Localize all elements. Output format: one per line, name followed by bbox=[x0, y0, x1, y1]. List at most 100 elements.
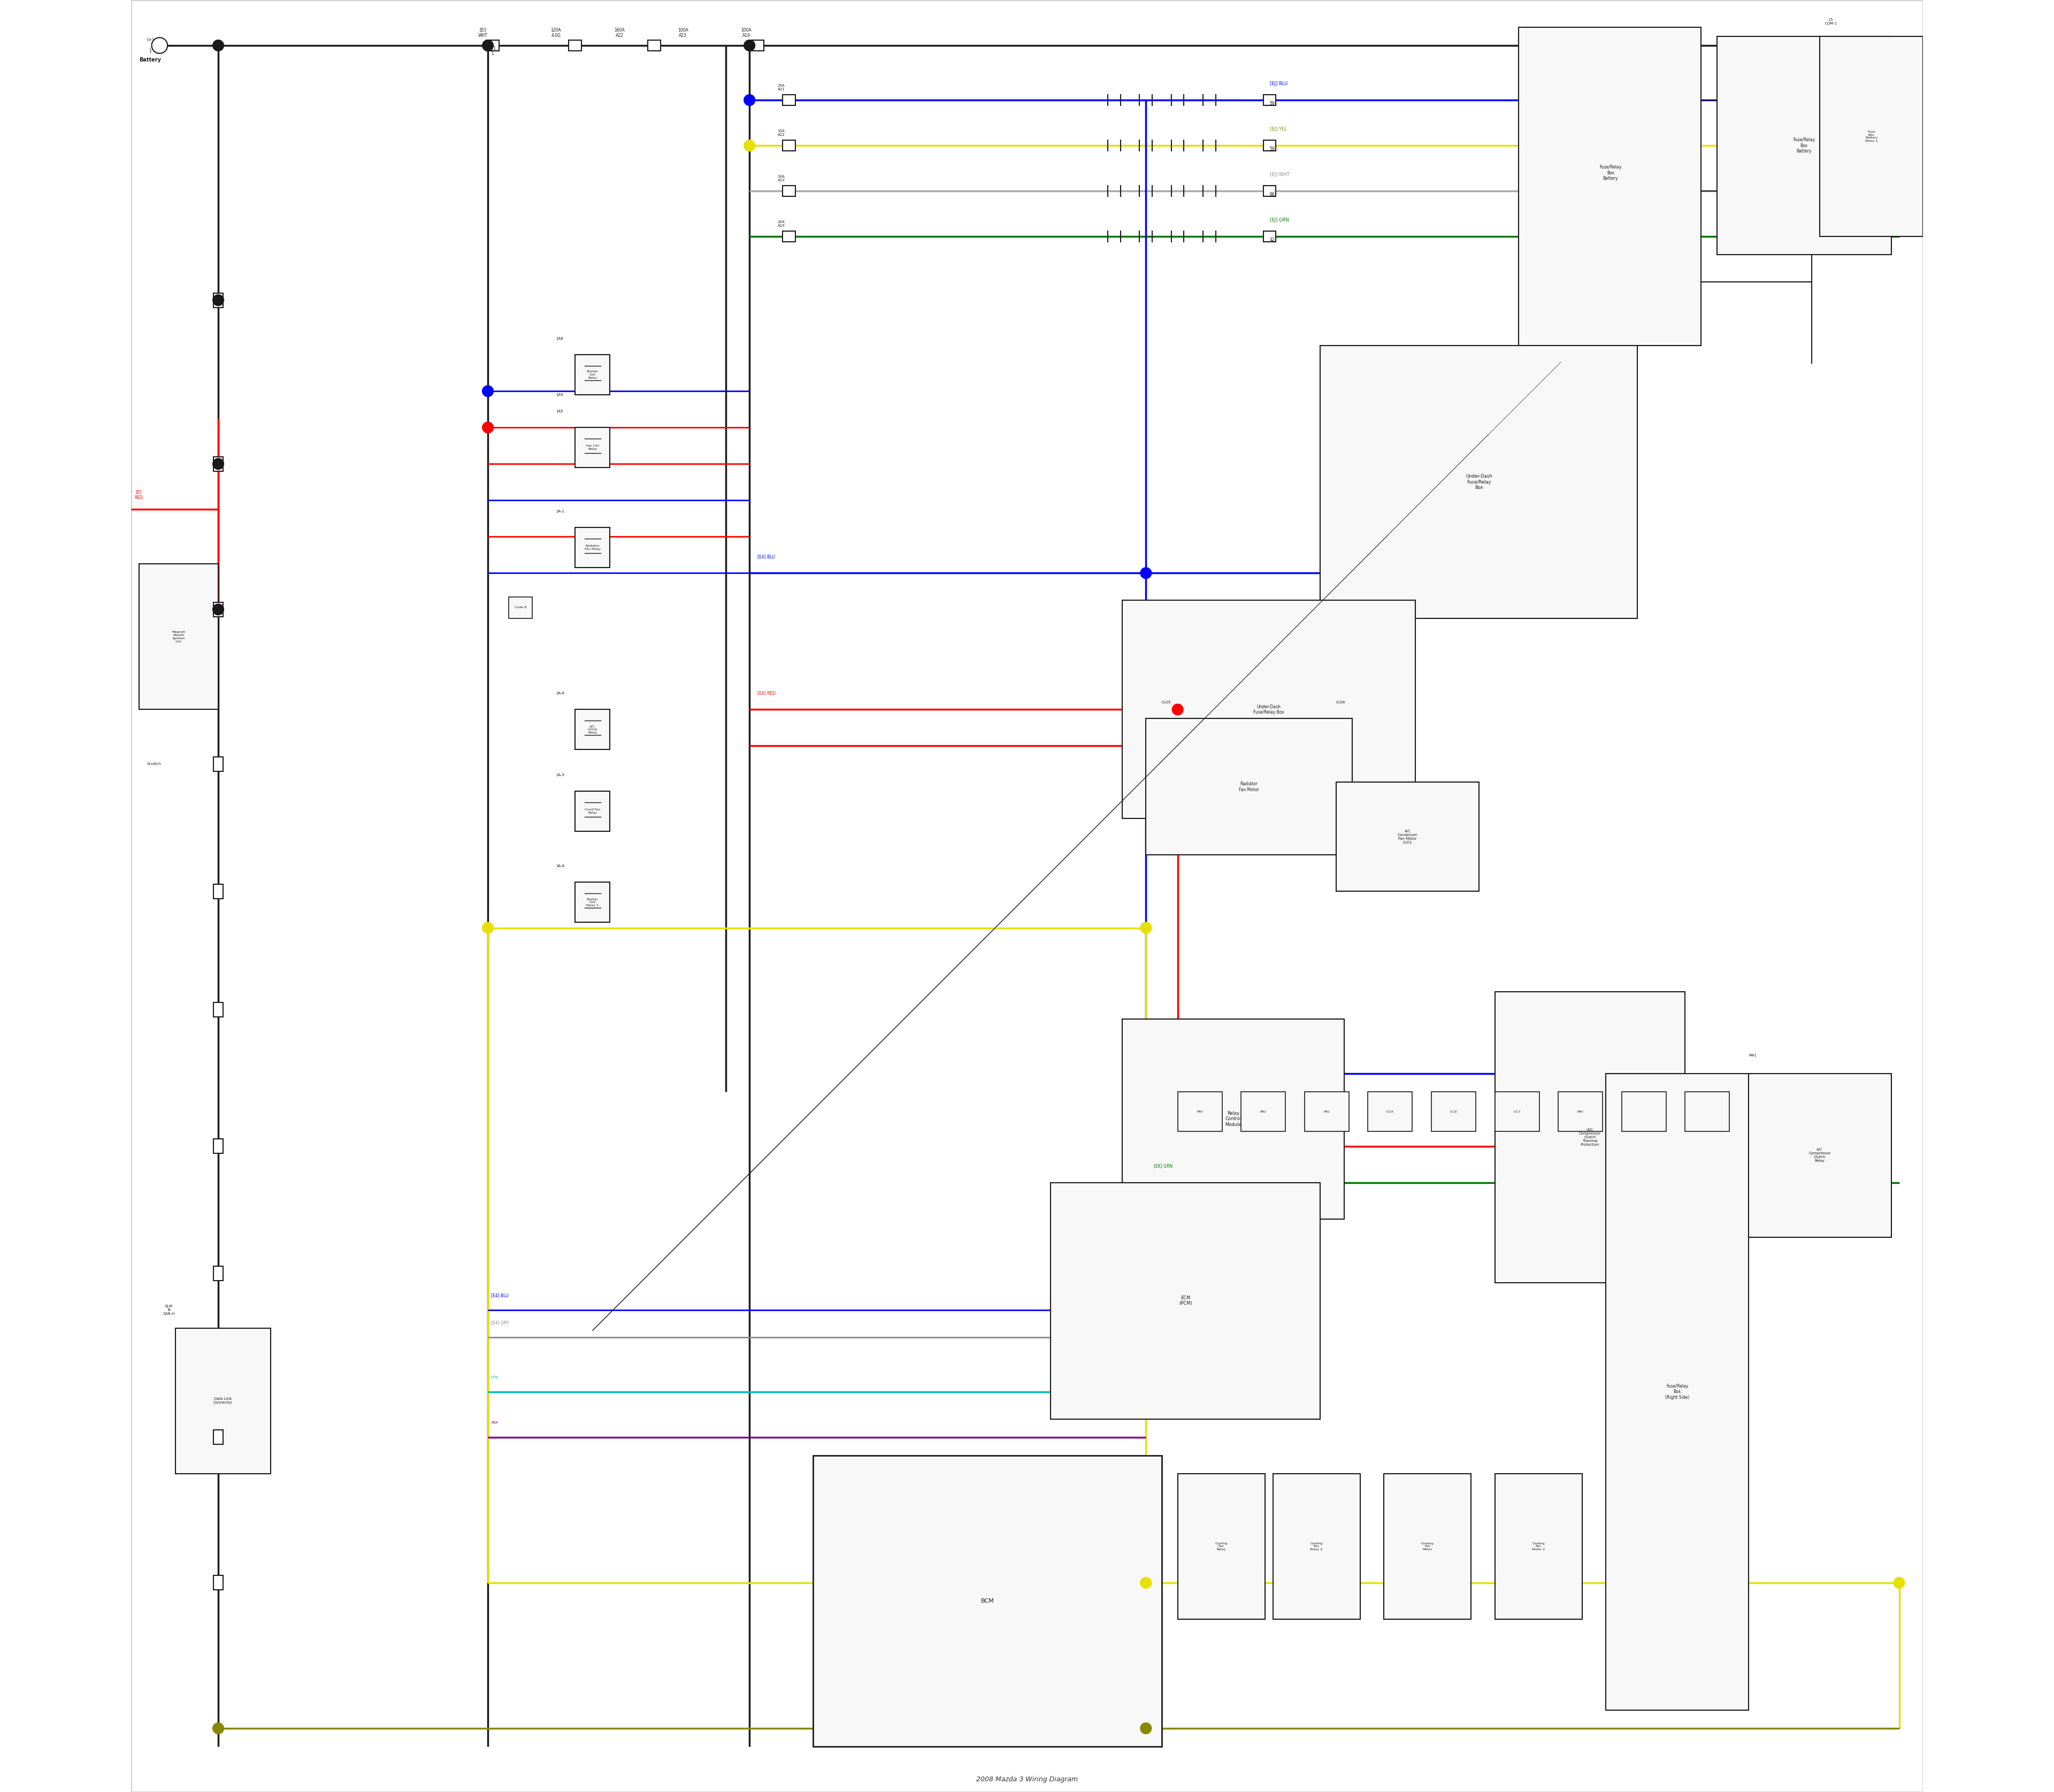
FancyBboxPatch shape bbox=[1717, 36, 1892, 254]
Text: G-C9: G-C9 bbox=[1386, 1111, 1395, 1113]
Text: 15A
A21: 15A A21 bbox=[778, 84, 785, 91]
Text: A/C
Condenser
Fan Motor
G-D1: A/C Condenser Fan Motor G-D1 bbox=[1397, 830, 1417, 844]
Text: 160A
A22: 160A A22 bbox=[614, 27, 624, 38]
Text: Cooling
Fan
Relay: Cooling Fan Relay bbox=[1214, 1541, 1228, 1550]
Text: Fan Ctrl
Relay: Fan Ctrl Relay bbox=[585, 444, 600, 450]
Circle shape bbox=[1140, 1722, 1152, 1735]
Text: 59: 59 bbox=[1269, 147, 1276, 152]
FancyBboxPatch shape bbox=[783, 95, 795, 106]
Text: M43: M43 bbox=[1197, 1111, 1204, 1113]
FancyBboxPatch shape bbox=[214, 1140, 224, 1154]
FancyBboxPatch shape bbox=[783, 140, 795, 151]
Circle shape bbox=[483, 923, 493, 934]
Circle shape bbox=[214, 1722, 224, 1735]
Text: 42: 42 bbox=[1269, 238, 1276, 242]
Text: Code B: Code B bbox=[514, 606, 526, 609]
FancyBboxPatch shape bbox=[1177, 1473, 1265, 1620]
FancyBboxPatch shape bbox=[214, 1430, 224, 1444]
FancyBboxPatch shape bbox=[140, 564, 218, 710]
FancyBboxPatch shape bbox=[214, 1002, 224, 1018]
Circle shape bbox=[1140, 568, 1152, 579]
Text: Fuse/Relay
Box
(Right Side): Fuse/Relay Box (Right Side) bbox=[1666, 1383, 1688, 1400]
Text: [EJ] GRN: [EJ] GRN bbox=[1269, 217, 1288, 222]
Circle shape bbox=[214, 39, 224, 50]
Text: PRP: PRP bbox=[491, 1421, 497, 1425]
FancyBboxPatch shape bbox=[1684, 1091, 1729, 1131]
FancyBboxPatch shape bbox=[1495, 991, 1684, 1283]
Text: [EI]
WHT: [EI] WHT bbox=[479, 27, 489, 38]
FancyBboxPatch shape bbox=[1263, 140, 1276, 151]
FancyBboxPatch shape bbox=[509, 597, 532, 618]
Text: G-D5: G-D5 bbox=[1163, 701, 1171, 704]
Text: ECM
(PCM): ECM (PCM) bbox=[1179, 1296, 1191, 1306]
FancyBboxPatch shape bbox=[1241, 1091, 1286, 1131]
Text: G-D6: G-D6 bbox=[1337, 701, 1345, 704]
Circle shape bbox=[1140, 923, 1152, 934]
FancyBboxPatch shape bbox=[1273, 1473, 1360, 1620]
FancyBboxPatch shape bbox=[575, 792, 610, 831]
Text: 1A5: 1A5 bbox=[557, 410, 563, 412]
Text: A/C
Compressor
Clutch
Relay: A/C Compressor Clutch Relay bbox=[1810, 1149, 1830, 1163]
FancyBboxPatch shape bbox=[487, 39, 499, 50]
FancyBboxPatch shape bbox=[1495, 1473, 1582, 1620]
FancyBboxPatch shape bbox=[1623, 1091, 1666, 1131]
FancyBboxPatch shape bbox=[1263, 231, 1276, 242]
FancyBboxPatch shape bbox=[1263, 95, 1276, 106]
FancyBboxPatch shape bbox=[1177, 1091, 1222, 1131]
Text: 10A
A19: 10A A19 bbox=[778, 220, 785, 228]
Text: [EK] GRN: [EK] GRN bbox=[1154, 1163, 1173, 1168]
FancyBboxPatch shape bbox=[1368, 1091, 1413, 1131]
FancyBboxPatch shape bbox=[1052, 1183, 1321, 1419]
FancyBboxPatch shape bbox=[575, 710, 610, 749]
FancyBboxPatch shape bbox=[1337, 783, 1479, 891]
FancyBboxPatch shape bbox=[1495, 1091, 1538, 1131]
Text: T11
1: T11 1 bbox=[489, 47, 497, 56]
Text: G-C8: G-C8 bbox=[1450, 1111, 1456, 1113]
FancyBboxPatch shape bbox=[214, 883, 224, 900]
Text: 15A
A22: 15A A22 bbox=[778, 129, 785, 136]
FancyBboxPatch shape bbox=[1321, 346, 1637, 618]
Circle shape bbox=[483, 39, 493, 50]
Circle shape bbox=[483, 385, 493, 396]
Text: CYN: CYN bbox=[491, 1376, 499, 1378]
Text: [EJ] WHT: [EJ] WHT bbox=[1269, 172, 1290, 177]
Text: [EJ] YEL: [EJ] YEL bbox=[1269, 127, 1286, 131]
FancyBboxPatch shape bbox=[131, 0, 1923, 1792]
Text: 2A-8: 2A-8 bbox=[557, 692, 565, 695]
FancyBboxPatch shape bbox=[752, 39, 764, 50]
Circle shape bbox=[483, 421, 493, 434]
Text: 3A-8: 3A-8 bbox=[557, 864, 565, 867]
Text: [E4] GRY: [E4] GRY bbox=[491, 1321, 509, 1324]
FancyBboxPatch shape bbox=[647, 39, 661, 50]
Circle shape bbox=[744, 95, 756, 106]
Text: M41: M41 bbox=[1748, 1054, 1756, 1057]
Text: (+): (+) bbox=[146, 38, 154, 43]
Text: ELM
To
CAN-H: ELM To CAN-H bbox=[162, 1305, 175, 1315]
FancyBboxPatch shape bbox=[1748, 1073, 1892, 1236]
Circle shape bbox=[1173, 704, 1183, 715]
Text: Fuse/Relay
Box
Battery: Fuse/Relay Box Battery bbox=[1793, 138, 1816, 154]
Text: Under-Dash
Fuse/Relay Box: Under-Dash Fuse/Relay Box bbox=[1253, 704, 1284, 715]
Text: Relay
Control
Module: Relay Control Module bbox=[1224, 1111, 1241, 1127]
Text: [E4] RED: [E4] RED bbox=[758, 690, 776, 695]
Text: M41: M41 bbox=[1323, 1111, 1329, 1113]
Text: Cond Fan
Relay: Cond Fan Relay bbox=[585, 808, 600, 814]
Text: 1A8: 1A8 bbox=[557, 337, 563, 340]
FancyBboxPatch shape bbox=[1304, 1091, 1349, 1131]
FancyBboxPatch shape bbox=[175, 1328, 271, 1473]
FancyBboxPatch shape bbox=[1559, 1091, 1602, 1131]
FancyBboxPatch shape bbox=[1606, 1073, 1748, 1710]
FancyBboxPatch shape bbox=[1121, 1020, 1343, 1219]
FancyBboxPatch shape bbox=[214, 602, 224, 616]
FancyBboxPatch shape bbox=[214, 1267, 224, 1281]
Text: Cooling
Fan
Motor 2: Cooling Fan Motor 2 bbox=[1532, 1541, 1545, 1550]
Circle shape bbox=[214, 459, 224, 470]
Text: 2A-9: 2A-9 bbox=[557, 774, 565, 776]
Text: 120A
4.0G: 120A 4.0G bbox=[550, 27, 561, 38]
Circle shape bbox=[152, 38, 168, 54]
Text: M40: M40 bbox=[1577, 1111, 1584, 1113]
Text: Cooling
Fan
Relay 2: Cooling Fan Relay 2 bbox=[1310, 1541, 1323, 1550]
Text: 100A
A23: 100A A23 bbox=[678, 27, 688, 38]
Text: Starter
Coil
Relay: Starter Coil Relay bbox=[587, 371, 598, 380]
FancyBboxPatch shape bbox=[214, 756, 224, 771]
